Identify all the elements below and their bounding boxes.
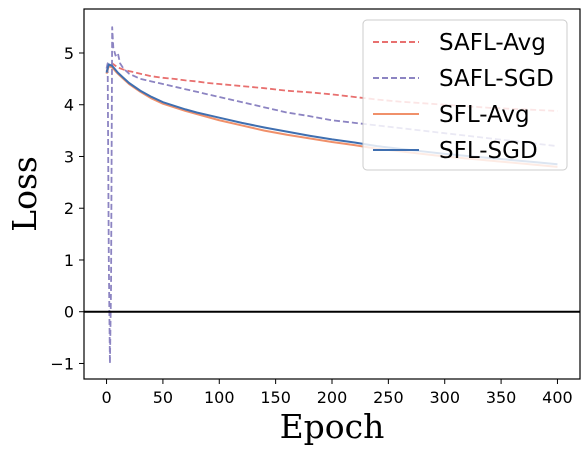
y-axis-title: Loss bbox=[5, 156, 44, 232]
x-tick-label: 100 bbox=[204, 388, 235, 407]
y-tick-label: 0 bbox=[64, 303, 74, 322]
y-tick-label: 4 bbox=[64, 96, 74, 115]
x-tick-label: 250 bbox=[373, 388, 404, 407]
y-tick-label: 1 bbox=[64, 251, 74, 270]
x-tick-label: 350 bbox=[486, 388, 517, 407]
x-tick-label: 200 bbox=[317, 388, 348, 407]
y-tick-label: 3 bbox=[64, 147, 74, 166]
y-tick-label: −1 bbox=[50, 354, 74, 373]
legend-label: SAFL-Avg bbox=[439, 30, 546, 56]
x-tick-label: 50 bbox=[153, 388, 173, 407]
x-tick-label: 0 bbox=[101, 388, 111, 407]
x-tick-label: 150 bbox=[260, 388, 291, 407]
x-tick-label: 400 bbox=[542, 388, 573, 407]
legend-label: SFL-SGD bbox=[439, 138, 538, 164]
y-axis: −1 0 1 2 3 4 5 bbox=[50, 44, 84, 373]
series-line-safl-sgd bbox=[105, 26, 558, 365]
legend-box bbox=[362, 19, 568, 171]
x-tick-label: 300 bbox=[429, 388, 460, 407]
legend: SAFL-Avg SAFL-SGD SFL-Avg SFL-SGD bbox=[362, 19, 568, 171]
legend-label: SFL-Avg bbox=[439, 102, 530, 128]
y-tick-label: 2 bbox=[64, 199, 74, 218]
x-axis: 0 50 100 150 200 250 300 350 400 bbox=[101, 379, 573, 407]
legend-label: SAFL-SGD bbox=[439, 66, 554, 92]
x-axis-title: Epoch bbox=[280, 407, 385, 446]
y-tick-label: 5 bbox=[64, 44, 74, 63]
